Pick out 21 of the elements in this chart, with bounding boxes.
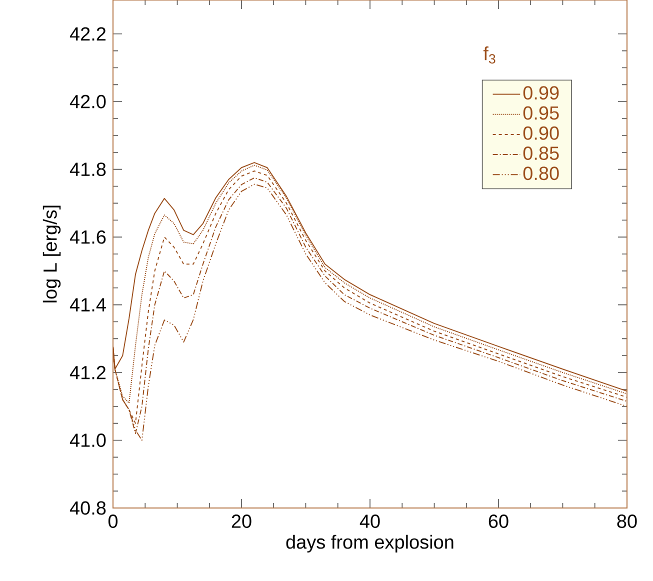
x-axis-title: days from explosion <box>286 534 454 553</box>
legend-label: 0.85 <box>523 146 559 160</box>
y-tick-label: 40.8 <box>70 501 106 515</box>
x-tick-label: 60 <box>488 514 508 528</box>
legend-label: 0.99 <box>523 86 559 100</box>
legend-label: 0.90 <box>523 126 559 140</box>
x-tick-label: 80 <box>617 514 637 528</box>
y-tick-label: 41.6 <box>70 230 106 244</box>
y-tick-label: 41.4 <box>70 298 106 312</box>
legend-title: f$_{3}$ <box>483 46 496 64</box>
legend-label: 0.80 <box>523 166 559 180</box>
y-tick-label: 41.2 <box>70 366 106 380</box>
x-tick-label: 0 <box>108 514 118 528</box>
y-tick-label: 41.8 <box>70 162 106 176</box>
y-axis-title: log L [erg/s] <box>42 206 61 302</box>
y-tick-label: 42.2 <box>70 27 106 40</box>
x-tick-label: 40 <box>360 514 380 528</box>
y-tick-label: 42.0 <box>70 94 106 108</box>
legend-label: 0.95 <box>523 106 559 120</box>
y-tick-label: 41.0 <box>70 434 106 447</box>
x-tick-label: 20 <box>232 514 252 528</box>
